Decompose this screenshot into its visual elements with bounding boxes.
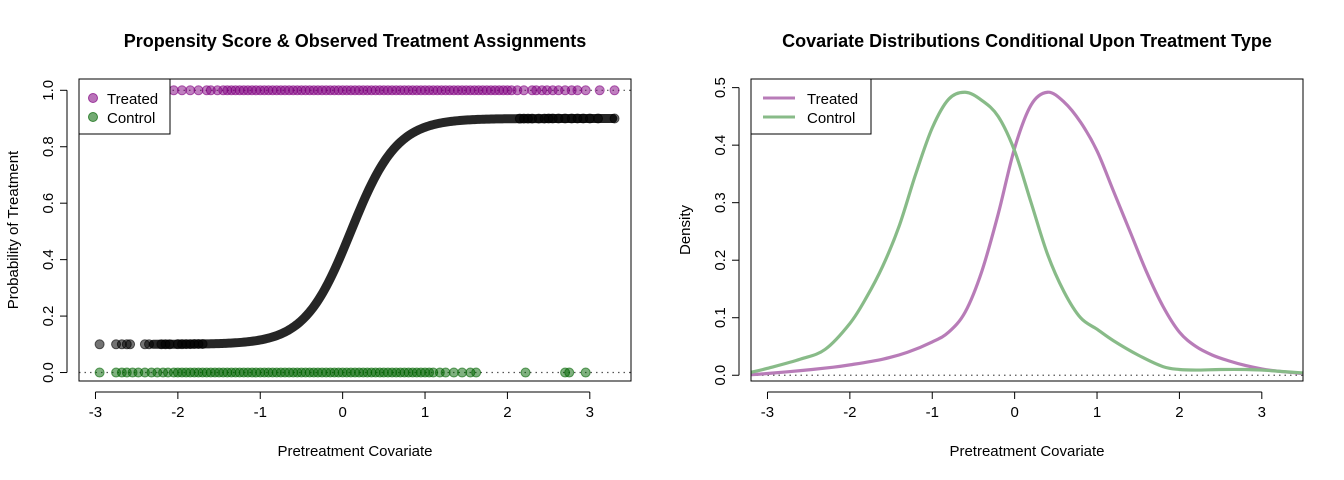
- density-series: [750, 90, 1304, 377]
- legend-label-treated: Treated: [807, 91, 858, 108]
- propensity-point: [609, 113, 620, 124]
- chart-title: Propensity Score & Observed Treatment As…: [124, 31, 586, 51]
- y-axis-label: Probability of Treatment: [5, 150, 22, 309]
- control-series: [94, 367, 591, 378]
- x-axis-label: Pretreatment Covariate: [949, 443, 1104, 460]
- control-point: [580, 367, 591, 378]
- legend: Treated Control: [750, 78, 872, 135]
- y-tick-label: 0.1: [712, 307, 729, 328]
- x-tick-label: 2: [1175, 404, 1183, 421]
- legend-marker-control: [88, 112, 98, 122]
- legend: Treated Control: [78, 78, 171, 135]
- legend-label-control: Control: [107, 110, 155, 127]
- propensity-point: [144, 339, 155, 350]
- x-tick-label: -1: [254, 404, 267, 421]
- propensity-point: [197, 338, 208, 349]
- propensity-point: [94, 339, 105, 350]
- treated-series: [160, 85, 620, 96]
- y-tick-label: 0.6: [40, 193, 57, 214]
- x-tick-label: 3: [1258, 404, 1266, 421]
- propensity-point: [593, 113, 604, 124]
- treated-point: [176, 85, 187, 96]
- x-tick-label: 0: [338, 404, 346, 421]
- density-line-control: [750, 90, 1304, 375]
- plot-frame: [750, 78, 1304, 382]
- y-tick-label: 0.8: [40, 136, 57, 157]
- density-line-treated: [750, 90, 1304, 377]
- plot-frame: [78, 78, 632, 382]
- x-tick-label: 1: [421, 404, 429, 421]
- treated-point: [518, 85, 529, 96]
- x-tick-label: 0: [1010, 404, 1018, 421]
- propensity-point: [584, 113, 595, 124]
- legend-label-treated: Treated: [107, 91, 158, 108]
- propensity-curve: [148, 114, 618, 349]
- y-tick-label: 0.3: [712, 192, 729, 213]
- x-tick-label: -2: [171, 404, 184, 421]
- legend-box: [78, 78, 171, 135]
- x-axis: -3 -2 -1 0 1 2 3: [89, 391, 594, 421]
- treated-point: [168, 85, 179, 96]
- y-axis: 0.0 0.2 0.4 0.6 0.8 1.0: [40, 80, 68, 383]
- control-point: [564, 367, 575, 378]
- propensity-series: [94, 113, 620, 350]
- control-point: [94, 367, 105, 378]
- y-tick-label: 0.0: [40, 362, 57, 383]
- control-point: [457, 367, 468, 378]
- control-point: [471, 367, 482, 378]
- control-point: [448, 367, 459, 378]
- propensity-point: [164, 339, 175, 350]
- control-point: [440, 367, 451, 378]
- x-tick-label: 2: [503, 404, 511, 421]
- y-tick-label: 0.0: [712, 365, 729, 386]
- density-panel: Covariate Distributions Conditional Upon…: [677, 31, 1304, 460]
- propensity-panel: Propensity Score & Observed Treatment As…: [5, 31, 632, 460]
- propensity-point: [125, 339, 136, 350]
- x-axis: -3 -2 -1 0 1 2 3: [761, 391, 1266, 421]
- y-tick-label: 0.5: [712, 77, 729, 98]
- x-tick-label: -3: [761, 404, 774, 421]
- x-tick-label: 3: [586, 404, 594, 421]
- y-tick-label: 0.4: [40, 249, 57, 270]
- x-tick-label: 1: [1093, 404, 1101, 421]
- x-tick-label: -2: [843, 404, 856, 421]
- x-axis-label: Pretreatment Covariate: [277, 443, 432, 460]
- y-tick-label: 1.0: [40, 80, 57, 101]
- y-axis-label: Density: [677, 204, 694, 255]
- x-tick-label: -1: [926, 404, 939, 421]
- y-tick-label: 0.2: [712, 250, 729, 271]
- treated-point: [609, 85, 620, 96]
- treated-point: [572, 85, 583, 96]
- treated-point: [594, 85, 605, 96]
- y-axis: 0.0 0.1 0.2 0.3 0.4 0.5: [712, 77, 740, 386]
- chart-title: Covariate Distributions Conditional Upon…: [782, 31, 1272, 51]
- treated-point: [185, 85, 196, 96]
- x-tick-label: -3: [89, 404, 102, 421]
- y-tick-label: 0.4: [712, 135, 729, 156]
- legend-marker-treated: [88, 93, 98, 103]
- treated-point: [580, 85, 591, 96]
- control-point: [520, 367, 531, 378]
- y-tick-label: 0.2: [40, 306, 57, 327]
- legend-label-control: Control: [807, 110, 855, 127]
- legend-box: [750, 78, 872, 135]
- treated-point: [193, 85, 204, 96]
